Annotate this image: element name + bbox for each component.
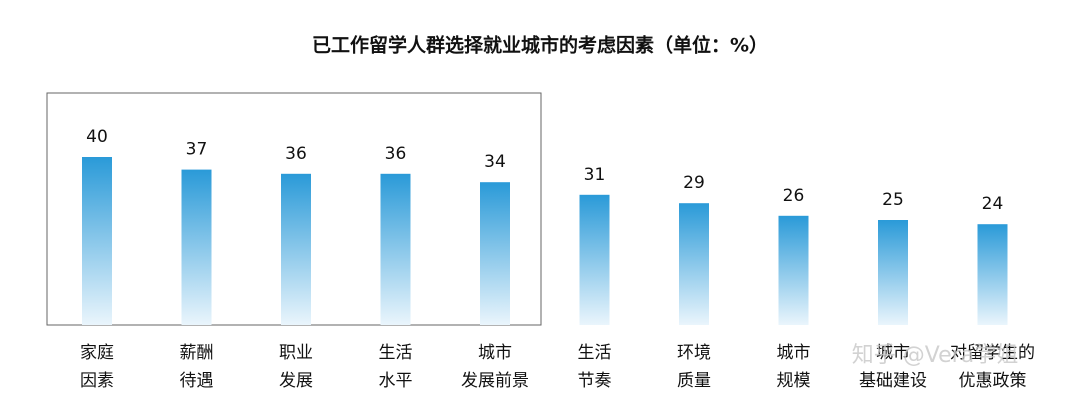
x-tick-label: 职业 — [279, 343, 313, 363]
watermark: 知乎 @Vera学姐 — [852, 343, 1018, 368]
value-label: 34 — [484, 152, 506, 172]
x-tick-label: 生活 — [379, 343, 413, 363]
x-tick-label: 生活 — [578, 343, 612, 363]
x-tick-label: 因素 — [80, 371, 114, 391]
bar — [679, 203, 709, 325]
bar — [380, 173, 411, 325]
bar — [82, 157, 112, 325]
value-label: 40 — [86, 127, 108, 147]
x-tick-label: 水平 — [379, 371, 413, 391]
value-label: 29 — [683, 173, 705, 193]
value-label: 25 — [882, 190, 904, 210]
bar — [977, 224, 1008, 325]
x-tick-label: 发展前景 — [461, 371, 529, 391]
value-label: 36 — [285, 144, 307, 164]
value-label: 36 — [385, 144, 407, 164]
x-tick-label: 质量 — [677, 371, 711, 391]
x-tick-label: 规模 — [777, 371, 811, 391]
bar — [181, 169, 212, 325]
value-label: 31 — [584, 165, 606, 185]
bar — [778, 215, 809, 325]
bar — [480, 182, 510, 325]
x-tick-label: 基础建设 — [859, 371, 927, 391]
x-tick-label: 城市 — [876, 343, 910, 363]
x-tick-label: 对留学生的 — [950, 343, 1035, 363]
value-label: 24 — [982, 194, 1004, 214]
x-tick-label: 发展 — [279, 371, 313, 391]
x-tick-label: 优惠政策 — [959, 371, 1027, 391]
chart-title: 已工作留学人群选择就业城市的考虑因素（单位：%） — [312, 34, 768, 57]
x-tick-label: 城市 — [777, 343, 811, 363]
x-tick-label: 环境 — [677, 343, 711, 363]
value-label: 26 — [783, 186, 805, 206]
bar — [281, 173, 311, 325]
bar — [579, 194, 610, 325]
x-tick-label: 节奏 — [578, 371, 612, 391]
x-tick-label: 城市 — [478, 343, 512, 363]
bar — [878, 220, 908, 325]
value-label: 37 — [186, 140, 208, 160]
x-tick-label: 薪酬 — [180, 343, 214, 363]
x-tick-label: 家庭 — [80, 343, 114, 363]
x-tick-label: 待遇 — [180, 371, 214, 391]
